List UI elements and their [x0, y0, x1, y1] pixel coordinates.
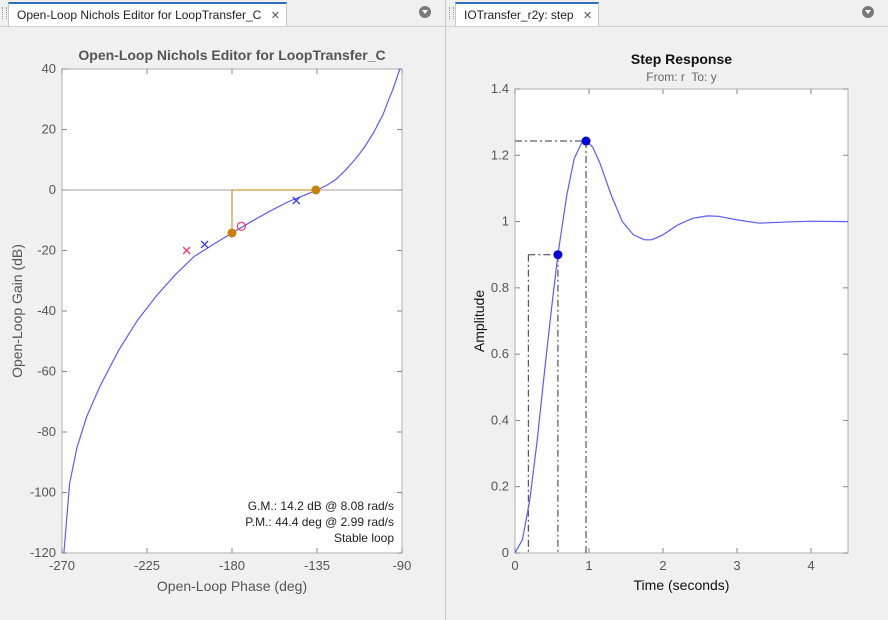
y-tick-label: 40	[42, 61, 56, 76]
drag-grip-icon[interactable]	[2, 7, 7, 19]
nichols-chart[interactable]: -270 -225 -180 -135 -90 -120 -100 -80 -60 -40 -20 0…	[0, 26, 445, 620]
plot-area	[61, 68, 403, 554]
close-icon[interactable]: ✕	[270, 10, 280, 22]
x-tick-label: 2	[659, 558, 666, 573]
y-tick-label: 0.6	[491, 346, 509, 361]
step-response-pane: IOTransfer_r2y: step ✕ 0 1 2 3 4 0 0.2 0.4 0.6 0.…	[447, 0, 888, 620]
y-tick-label: 1.2	[491, 147, 509, 162]
y-tick-label: 20	[42, 122, 56, 137]
chart-title: Open-Loop Nichols Editor for LoopTransfe…	[78, 47, 385, 63]
tab-label: Open-Loop Nichols Editor for LoopTransfe…	[17, 8, 262, 22]
nichols-curve	[63, 68, 401, 554]
chart-subtitle: From: r To: y	[646, 70, 716, 84]
chart-title: Step Response	[631, 51, 732, 67]
tab-label: IOTransfer_r2y: step	[464, 8, 574, 22]
y-tick-label: 0.8	[491, 280, 509, 295]
x-tick-label: 4	[807, 558, 814, 573]
x-axis-label: Open-Loop Phase (deg)	[157, 578, 307, 594]
x-tick-label: -225	[134, 558, 160, 573]
close-icon[interactable]: ✕	[582, 10, 593, 22]
gain-margin-marker	[227, 228, 237, 238]
panel-menu-icon[interactable]	[419, 6, 431, 18]
x-tick-label: 0	[511, 558, 518, 573]
y-tick-label: -80	[37, 424, 56, 439]
pole-marker	[292, 196, 301, 205]
pole-marker	[200, 240, 209, 249]
step-response-curve	[514, 140, 849, 554]
plot-area	[514, 88, 849, 554]
y-tick-label: 1.4	[491, 81, 509, 96]
x-tick-label: -180	[219, 558, 245, 573]
zero-marker	[236, 221, 247, 231]
margin-annotation: Stable loop	[334, 531, 394, 545]
step-response-chart[interactable]: 0 1 2 3 4 0 0.2 0.4 0.6 0.8 1 1.2 1.4 Step Response Fr…	[447, 26, 888, 620]
y-axis-label: Amplitude	[471, 290, 487, 352]
nichols-editor-pane: Open-Loop Nichols Editor for LoopTransfe…	[0, 0, 446, 620]
peak-response-marker	[581, 136, 591, 146]
x-axis-label: Time (seconds)	[634, 577, 730, 593]
y-tick-label: 1	[502, 214, 509, 229]
x-tick-label: -135	[304, 558, 330, 573]
y-tick-label: -40	[37, 303, 56, 318]
y-tick-label: -60	[37, 364, 56, 379]
drag-grip-icon[interactable]	[449, 7, 454, 19]
x-tick-label: -90	[393, 558, 412, 573]
rise-time-marker	[553, 250, 563, 260]
right-tab-bar: IOTransfer_r2y: step ✕	[447, 0, 888, 27]
left-tab-bar: Open-Loop Nichols Editor for LoopTransfe…	[0, 0, 445, 27]
panel-menu-icon[interactable]	[862, 6, 874, 18]
y-tick-label: -120	[30, 545, 56, 560]
y-tick-label: 0.2	[491, 479, 509, 494]
y-tick-label: 0.4	[491, 412, 509, 427]
y-tick-label: 0	[502, 545, 509, 560]
x-tick-label: 3	[733, 558, 740, 573]
zero-cross-marker	[182, 246, 191, 255]
y-tick-label: 0	[49, 182, 56, 197]
x-tick-label: 1	[585, 558, 592, 573]
y-tick-label: -20	[37, 243, 56, 258]
x-tick-label: -270	[49, 558, 75, 573]
y-axis-label: Open-Loop Gain (dB)	[9, 244, 25, 378]
margin-annotation: G.M.: 14.2 dB @ 8.08 rad/s	[248, 499, 394, 513]
tab-step-response[interactable]: IOTransfer_r2y: step ✕	[455, 2, 600, 26]
phase-margin-marker	[311, 185, 321, 195]
y-tick-label: -100	[30, 485, 56, 500]
tab-nichols-editor[interactable]: Open-Loop Nichols Editor for LoopTransfe…	[8, 2, 287, 26]
margin-annotation: P.M.: 44.4 deg @ 2.99 rad/s	[245, 515, 394, 529]
